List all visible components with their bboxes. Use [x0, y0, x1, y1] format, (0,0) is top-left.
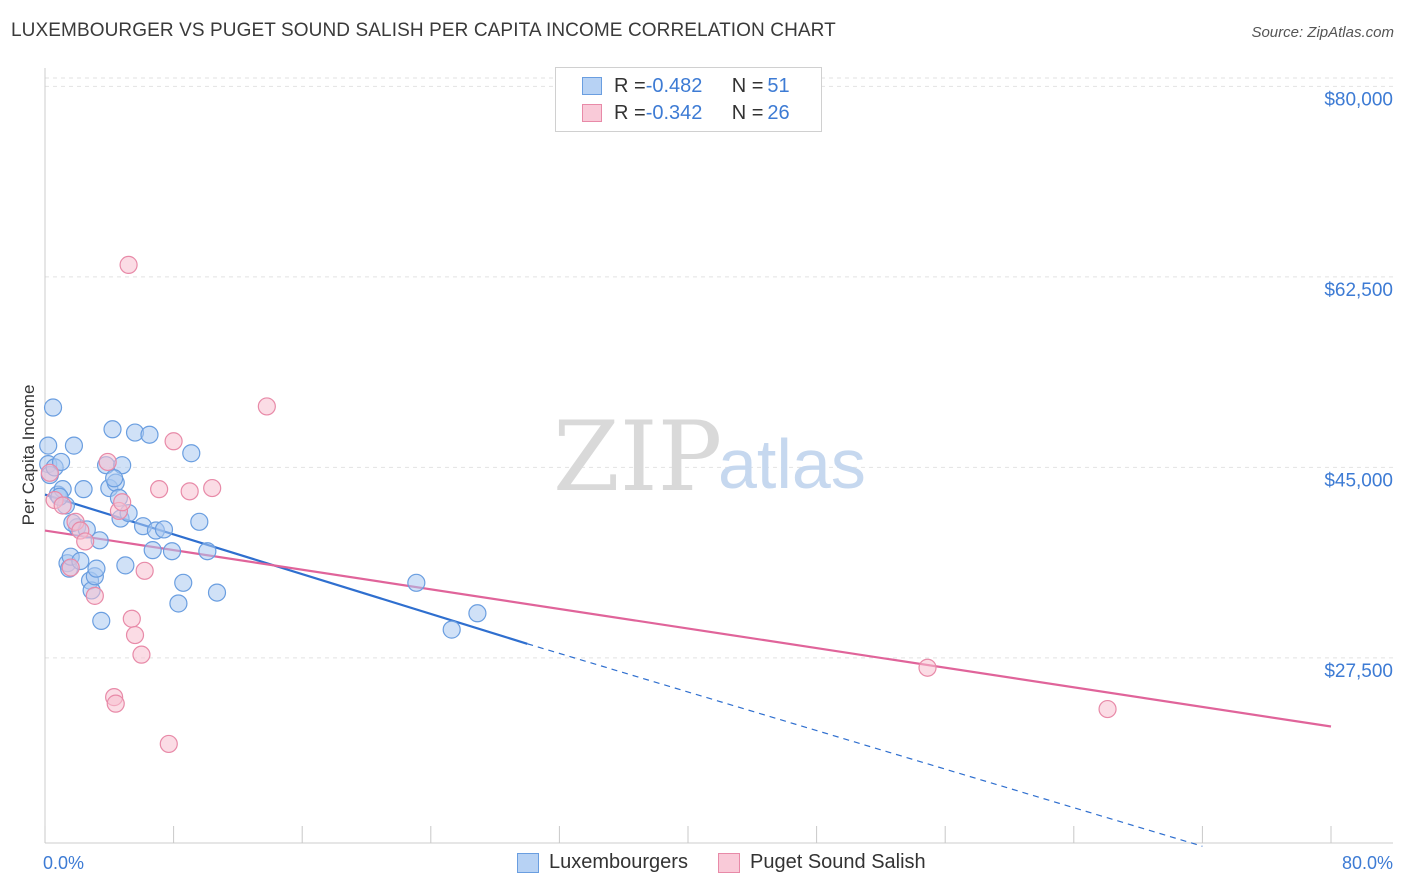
data-point — [92, 611, 111, 630]
trend-lines — [44, 493, 1332, 847]
legend-n-value: 51 — [767, 74, 790, 97]
data-point — [76, 532, 95, 551]
data-point — [203, 478, 222, 498]
data-point — [918, 658, 937, 677]
gridlines — [45, 77, 1393, 659]
legend-item-puget-sound-salish: Puget Sound Salish — [718, 851, 926, 874]
legend-row-luxembourgers: R = -0.482 N = 51 — [582, 73, 790, 99]
legend-n-label: N = — [731, 74, 764, 97]
data-point — [103, 420, 122, 439]
legend-r-value: -0.482 — [645, 74, 703, 97]
data-point — [61, 558, 80, 577]
x-tick-label-max: 80.0% — [1342, 853, 1393, 873]
data-point — [174, 573, 193, 592]
data-point — [143, 541, 162, 560]
data-point — [105, 469, 124, 488]
legend-label-luxembourgers: Luxembourgers — [549, 851, 688, 873]
legend-label-puget-sound-salish: Puget Sound Salish — [750, 851, 926, 873]
y-tick-label: $80,000 — [1324, 89, 1393, 110]
legend-item-luxembourgers: Luxembourgers — [517, 851, 688, 874]
data-point — [257, 397, 276, 416]
legend-swatch-puget-sound-salish — [718, 852, 740, 873]
series-puget-sound-salish — [40, 255, 1117, 754]
data-point — [169, 594, 188, 613]
watermark: ZIP atlas — [553, 401, 866, 513]
data-point — [154, 520, 174, 539]
data-point — [132, 645, 151, 664]
trend-line-extension-luxembourgers — [527, 643, 1203, 847]
data-point — [180, 482, 199, 501]
data-point — [162, 542, 182, 561]
watermark-zip: ZIP — [553, 401, 722, 513]
data-point — [98, 452, 117, 472]
data-point — [140, 425, 159, 444]
tick-labels: $27,500 $45,000 $62,500 $80,000 0.0% 80.0% — [43, 89, 1393, 873]
legend-swatch-puget-sound-salish — [582, 104, 602, 122]
data-point — [40, 463, 59, 482]
data-point — [74, 480, 93, 499]
series-legend: Luxembourgers Puget Sound Salish — [0, 851, 1406, 879]
data-point — [150, 480, 169, 499]
chart-title: LUXEMBOURGER VS PUGET SOUND SALISH PER C… — [11, 20, 836, 41]
data-point — [53, 496, 72, 515]
data-point — [159, 734, 178, 754]
data-point — [119, 255, 138, 274]
series-luxembourgers — [39, 398, 487, 639]
data-point — [164, 432, 183, 451]
legend-swatch-luxembourgers — [582, 77, 602, 95]
data-point — [64, 436, 84, 455]
legend-n-value: 26 — [767, 101, 790, 124]
correlation-legend: R = -0.482 N = 51 R = -0.342 N = 26 — [555, 67, 822, 132]
data-point — [43, 398, 63, 417]
data-point — [122, 609, 141, 628]
legend-n-label: N = — [731, 101, 764, 124]
data-point — [182, 444, 201, 463]
legend-row-puget-sound-salish: R = -0.342 N = 26 — [582, 100, 790, 126]
axes — [44, 68, 1393, 844]
legend-r-label: R = — [614, 74, 646, 97]
y-axis-title: Per Capita Income — [19, 385, 38, 526]
x-tick-label-min: 0.0% — [43, 853, 84, 873]
data-point — [190, 512, 209, 531]
legend-r-value: -0.342 — [645, 101, 703, 124]
data-point — [39, 436, 58, 455]
data-point — [87, 559, 106, 578]
source-credit: Source: ZipAtlas.com — [1251, 24, 1394, 41]
data-point — [125, 625, 145, 645]
data-point — [85, 586, 104, 605]
data-point — [135, 561, 154, 580]
data-point — [442, 620, 461, 639]
data-point — [407, 573, 426, 592]
data-point — [106, 694, 125, 713]
data-point — [207, 583, 227, 602]
y-tick-label: $62,500 — [1324, 280, 1393, 301]
y-tick-label: $27,500 — [1324, 661, 1393, 682]
data-point — [51, 452, 71, 472]
data-point — [116, 556, 135, 575]
watermark-atlas: atlas — [718, 425, 866, 503]
data-point — [1098, 699, 1117, 719]
data-point — [198, 542, 217, 561]
data-points — [39, 255, 1117, 754]
trend-line-puget-sound-salish — [44, 529, 1332, 728]
legend-r-label: R = — [614, 101, 646, 124]
data-point — [113, 493, 132, 512]
y-tick-label: $45,000 — [1324, 470, 1393, 491]
data-point — [468, 604, 487, 623]
legend-swatch-luxembourgers — [517, 852, 539, 873]
